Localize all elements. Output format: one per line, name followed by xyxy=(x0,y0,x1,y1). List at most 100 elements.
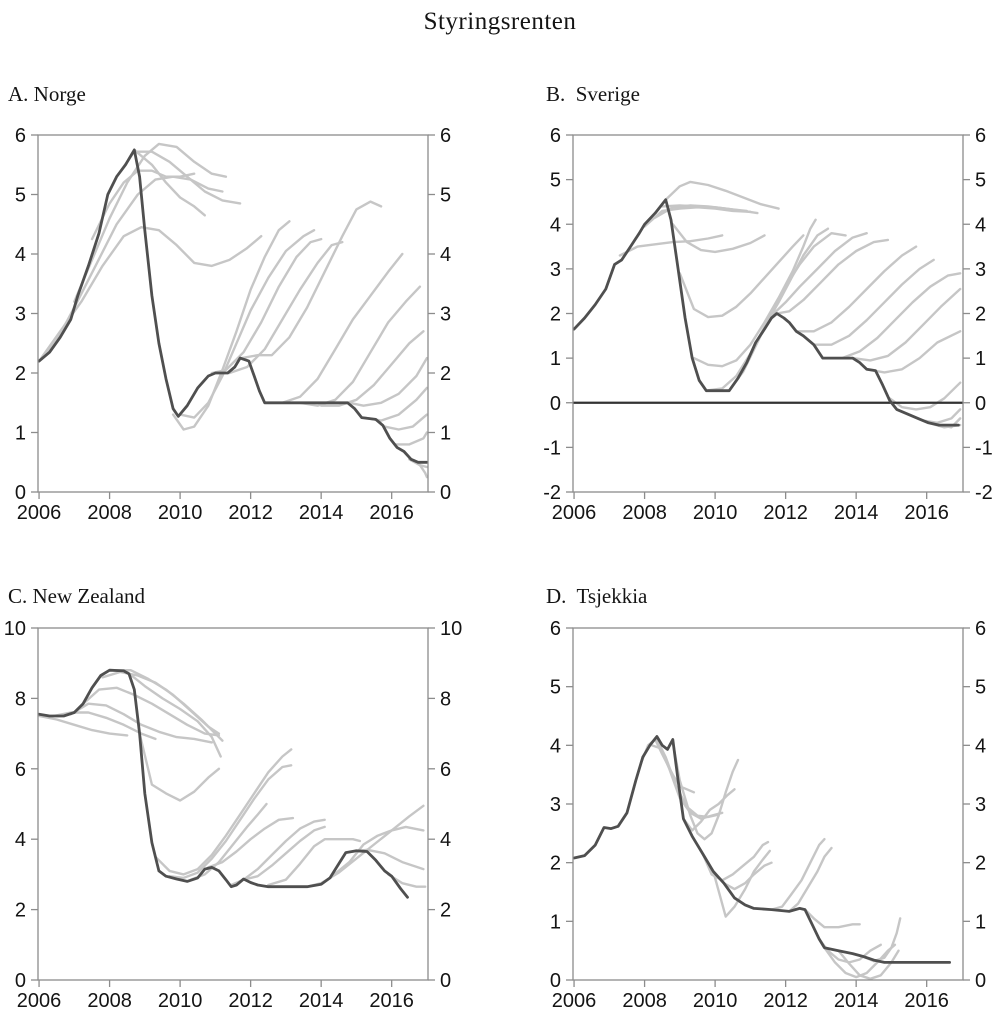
forecast-line xyxy=(701,840,770,882)
y-tick-label-right: 0 xyxy=(975,393,986,415)
y-axis: 0 0 2 2 4 4 6 6 8 8 10 10 xyxy=(4,618,463,992)
forecast-line xyxy=(664,180,780,210)
y-tick-label-right: 0 xyxy=(440,482,451,504)
forecast-line xyxy=(865,330,962,374)
x-tick-label: 2012 xyxy=(763,990,808,1012)
x-tick-label: 2010 xyxy=(693,990,738,1012)
forecast-line xyxy=(125,670,222,758)
forecast-line xyxy=(821,272,962,360)
y-tick-label-right: 5 xyxy=(440,185,451,207)
y-axis: -2 -2 -1 -1 0 0 1 1 2 2 3 3 4 4 5 5 6 6 xyxy=(543,125,993,504)
forecast-line xyxy=(756,231,868,342)
x-tick-label: 2012 xyxy=(228,990,273,1012)
y-tick-label-right: 2 xyxy=(440,900,451,922)
x-tick-label: 2006 xyxy=(17,990,62,1012)
y-tick-label-left: -1 xyxy=(543,437,561,459)
forecast-line xyxy=(90,169,196,241)
forecast-line xyxy=(73,142,228,303)
y-tick-label-right: 3 xyxy=(440,304,451,326)
y-tick-label-left: 0 xyxy=(15,970,26,992)
actual-policy-rate-line xyxy=(37,148,429,464)
y-tick-label-left: 5 xyxy=(550,677,561,699)
forecast-line xyxy=(348,356,429,407)
y-tick-label-right: 4 xyxy=(440,829,451,851)
forecast-line xyxy=(207,816,295,869)
x-tick-label: 2016 xyxy=(369,502,414,524)
y-tick-label-right: 3 xyxy=(975,794,986,816)
forecast-line xyxy=(692,218,817,368)
plot-frame xyxy=(572,134,964,493)
forecast-line xyxy=(678,234,805,319)
forecast-line xyxy=(712,849,772,918)
y-tick-label-left: 3 xyxy=(15,304,26,326)
forecast-line xyxy=(671,223,766,254)
forecast-line xyxy=(770,837,826,911)
plot-frame xyxy=(572,627,964,981)
panel-c-chart: 0 0 2 2 4 4 6 6 8 8 10 10 2006 2008 2010 2012 2014 2016 xyxy=(4,618,463,1012)
y-tick-label-left: 8 xyxy=(15,688,26,710)
x-tick-label: 2010 xyxy=(693,502,738,524)
x-axis: 2006 2008 2010 2012 2014 2016 xyxy=(17,980,414,1012)
forecast-line xyxy=(812,258,935,346)
panel-a-chart: 0 0 1 1 2 2 3 3 4 4 5 5 6 6 2006 2008 2010 2012 2014 2016 xyxy=(15,125,451,524)
x-tick-label: 2012 xyxy=(763,502,808,524)
forecast-line xyxy=(69,702,214,744)
forecast-line xyxy=(775,238,890,315)
y-tick-label-left: 6 xyxy=(15,125,26,147)
series-group xyxy=(37,142,429,479)
x-tick-label: 2008 xyxy=(87,502,132,524)
y-tick-label-right: 3 xyxy=(975,259,986,281)
x-tick-label: 2012 xyxy=(228,502,273,524)
forecast-line xyxy=(671,741,740,841)
y-tick-label-right: 4 xyxy=(440,244,451,266)
series-group xyxy=(572,735,952,980)
y-tick-label-right: 8 xyxy=(440,688,451,710)
panel-d-title: D. Tsjekkia xyxy=(546,584,648,608)
y-axis: 0 0 1 1 2 2 3 3 4 4 5 5 6 6 xyxy=(15,125,451,504)
forecast-line xyxy=(618,234,724,257)
x-tick-label: 2014 xyxy=(299,502,344,524)
x-tick-label: 2014 xyxy=(834,502,879,524)
series-group xyxy=(572,180,963,429)
y-tick-label-left: 6 xyxy=(550,125,561,147)
x-tick-label: 2008 xyxy=(622,502,667,524)
y-tick-label-left: 0 xyxy=(550,970,561,992)
forecast-line xyxy=(240,200,383,360)
forecast-line xyxy=(37,225,263,363)
actual-policy-rate-line xyxy=(37,668,409,899)
plot-frame xyxy=(37,627,429,981)
series-group xyxy=(37,668,427,899)
x-tick-label: 2014 xyxy=(299,990,344,1012)
y-tick-label-left: 5 xyxy=(550,170,561,192)
forecast-line xyxy=(37,175,224,363)
panel-b-title: B. Sverige xyxy=(546,82,640,106)
y-tick-label-left: 2 xyxy=(15,900,26,922)
y-tick-label-right: 4 xyxy=(975,214,986,236)
y-tick-label-right: -2 xyxy=(975,482,993,504)
y-tick-label-right: 1 xyxy=(440,423,451,445)
plot-frame xyxy=(37,134,429,493)
forecast-line xyxy=(416,461,429,479)
y-tick-label-left: 10 xyxy=(4,618,26,640)
forecast-line xyxy=(320,330,425,407)
forecast-line xyxy=(722,861,773,891)
y-tick-label-left: 4 xyxy=(15,829,26,851)
forecast-line xyxy=(171,220,291,431)
forecast-line xyxy=(305,804,425,888)
forecast-line xyxy=(80,686,221,737)
forecast-line xyxy=(111,669,224,742)
y-tick-label-left: 4 xyxy=(550,735,561,757)
y-tick-label-right: 2 xyxy=(440,363,451,385)
y-tick-label-right: 10 xyxy=(440,618,462,640)
y-tick-label-right: 2 xyxy=(975,853,986,875)
y-tick-label-left: 4 xyxy=(550,214,561,236)
x-tick-label: 2010 xyxy=(158,502,203,524)
x-tick-label: 2014 xyxy=(834,990,879,1012)
y-tick-label-left: 5 xyxy=(15,185,26,207)
actual-policy-rate-line xyxy=(572,735,952,964)
forecast-line xyxy=(267,837,362,887)
forecast-line xyxy=(383,413,429,431)
actual-policy-rate-line xyxy=(572,198,960,427)
x-tick-label: 2006 xyxy=(552,990,597,1012)
